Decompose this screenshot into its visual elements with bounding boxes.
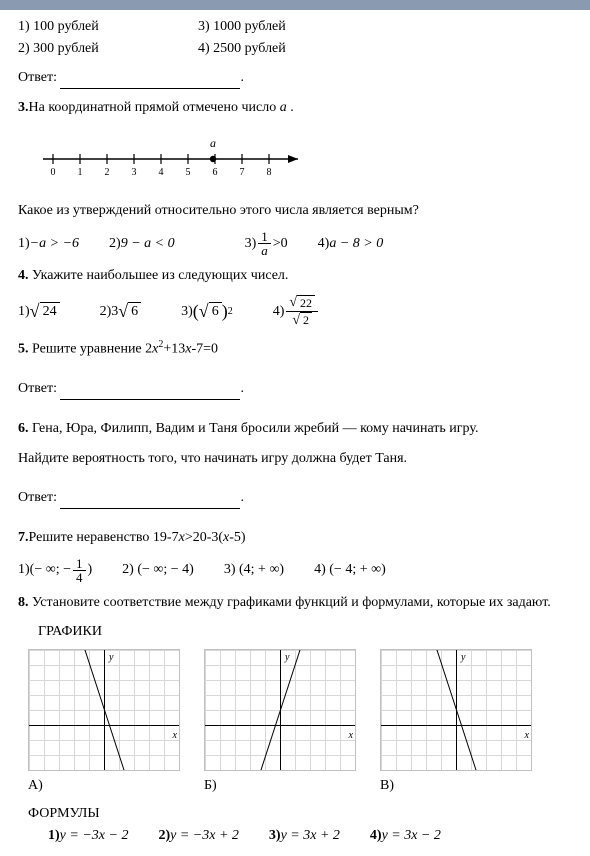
svg-text:0: 0 — [51, 167, 56, 178]
svg-text:8: 8 — [267, 167, 272, 178]
q8-graphs: yx А) yx Б) yx В) — [28, 649, 572, 797]
svg-text:1: 1 — [78, 167, 83, 178]
q7-opt4: 4) (− 4; + ∞) — [314, 559, 386, 581]
q4-opt2: 2)3 √6 — [100, 298, 142, 326]
q2-opt3: 3) 1000 рублей — [198, 16, 286, 38]
q4-title: 4. Укажите наибольшее из следующих чисел… — [18, 265, 572, 287]
svg-text:5: 5 — [186, 167, 191, 178]
answer-label: Ответ: — [18, 381, 57, 396]
q2-opt4: 4) 2500 рублей — [198, 38, 286, 60]
q2-opt1: 1) 100 рублей — [18, 16, 198, 38]
q3-opt3: 3) 1 a >0 — [245, 230, 288, 257]
q2-opt2: 2) 300 рублей — [18, 38, 198, 60]
window-top-bar — [0, 0, 590, 10]
q3-opt3-frac: 1 a — [258, 230, 271, 257]
q3-opt4: 4) a − 8 > 0 — [318, 233, 384, 255]
q7-opt1: 1) (− ∞; − 1 4 ) — [18, 557, 92, 584]
answer-label: Ответ: — [18, 490, 57, 505]
q3-title: 3.На координатной прямой отмечено число … — [18, 97, 572, 119]
q4-opt1: 1) √24 — [18, 298, 60, 326]
number-line-diagram: 0 1 2 3 4 5 6 7 8 a — [38, 133, 318, 179]
number-line-a-label: a — [210, 136, 216, 150]
q8-f4: 4) y = 3x − 2 — [370, 825, 441, 847]
q3-opt2: 2) 9 − a < 0 — [109, 233, 175, 255]
answer-line — [60, 494, 240, 509]
answer-block-2: Ответ: . — [18, 378, 572, 400]
q3-options: 1) −a > −6 2) 9 − a < 0 3) 1 a >0 4) a −… — [18, 230, 572, 257]
q7-opt2: 2) (− ∞; − 4) — [122, 559, 194, 581]
svg-text:2: 2 — [105, 167, 110, 178]
q4-opt4: 4) √22 √2 — [273, 295, 320, 329]
answer-block-3: Ответ: . — [18, 487, 572, 509]
q7-opt3: 3) (4; + ∞) — [224, 559, 284, 581]
svg-text:7: 7 — [240, 167, 245, 178]
q3-opt1: 1) −a > −6 — [18, 233, 79, 255]
q8-title: 8. Установите соответствие между графика… — [18, 592, 572, 614]
q8-f2: 2) y = −3x + 2 — [158, 825, 238, 847]
q7-title: 7.Решите неравенство 19-7x>20-3(x-5) — [18, 527, 572, 549]
q3-num: 3. — [18, 100, 29, 115]
q8-f1: 1) y = −3x − 2 — [48, 825, 128, 847]
q8-graphs-label: ГРАФИКИ — [38, 621, 572, 643]
q2-row2: 2) 300 рублей 4) 2500 рублей — [18, 38, 572, 60]
q8-formulas-label: ФОРМУЛЫ — [28, 803, 572, 825]
q8-formulas: 1) y = −3x − 2 2) y = −3x + 2 3) y = 3x … — [48, 825, 572, 847]
graph-b: yx Б) — [204, 649, 356, 797]
q4-options: 1) √24 2)3 √6 3) ( √6 )2 4) √22 √2 — [18, 295, 572, 329]
answer-label: Ответ: — [18, 70, 57, 85]
answer-block-1: Ответ: . — [18, 67, 572, 89]
answer-line — [60, 74, 240, 89]
answer-line — [60, 385, 240, 400]
q5-title: 5. Решите уравнение 2x2+13x-7=0 — [18, 337, 572, 360]
svg-text:6: 6 — [213, 167, 218, 178]
q6-text2: Найдите вероятность того, что начинать и… — [18, 448, 572, 470]
q8-f3: 3) y = 3x + 2 — [269, 825, 340, 847]
graph-a: yx А) — [28, 649, 180, 797]
svg-text:3: 3 — [132, 167, 137, 178]
q6-text1: 6. Гена, Юра, Филипп, Вадим и Таня броси… — [18, 418, 572, 440]
q7-options: 1) (− ∞; − 1 4 ) 2) (− ∞; − 4) 3) (4; + … — [18, 557, 572, 584]
q2-row1: 1) 100 рублей 3) 1000 рублей — [18, 16, 572, 38]
q3-question: Какое из утверждений относительно этого … — [18, 200, 572, 222]
svg-text:4: 4 — [159, 167, 164, 178]
graph-v: yx В) — [380, 649, 532, 797]
q4-opt3: 3) ( √6 )2 — [181, 298, 233, 326]
